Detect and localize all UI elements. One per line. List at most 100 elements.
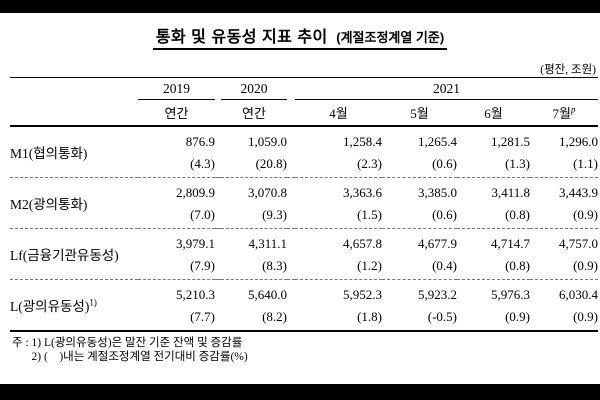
data-cell: 5,976.3 (0.9) [457, 279, 530, 332]
period-header-may: 5월 [382, 99, 457, 127]
value-text: 3,070.8 [248, 185, 287, 200]
rate-text: (2.3) [357, 156, 382, 171]
value-text: 3,979.1 [176, 236, 215, 251]
value-text: 4,677.9 [418, 236, 457, 251]
data-cell: 1,281.5 (1.3) [457, 126, 530, 178]
row-label-m2: M2(광의통화) [10, 177, 138, 229]
column-gap [287, 99, 295, 127]
footnotes: 주 : 1) L(광의유동성)은 말잔 기준 잔액 및 증감률 2) ( )내는… [12, 336, 600, 364]
data-cell: 3,070.8 (9.3) [221, 177, 287, 229]
data-cell: 3,363.6 (1.5) [295, 177, 382, 229]
rate-text: (20.8) [255, 156, 287, 171]
data-cell: 5,923.2 (-0.5) [382, 279, 457, 332]
value-text: 1,296.0 [559, 134, 598, 149]
value-text: 4,757.0 [559, 236, 598, 251]
column-gap [287, 126, 295, 178]
row-label-text: M2(광의통화) [10, 197, 88, 212]
row-label-text: L(광의유동성) [10, 299, 90, 314]
rate-text: (1.1) [573, 156, 598, 171]
data-cell: 3,411.8 (0.8) [457, 177, 530, 229]
footnote-lines: 1) L(광의유동성)은 말잔 기준 잔액 및 증감률 2) ( )내는 계절조… [32, 336, 248, 364]
data-cell: 1,258.4 (2.3) [295, 126, 382, 178]
value-text: 3,385.0 [418, 185, 457, 200]
value-text: 3,411.8 [491, 185, 530, 200]
column-gap [287, 77, 295, 100]
period-header-jul-label: 7월 [552, 106, 571, 121]
rate-text: (9.3) [262, 207, 287, 222]
value-text: 6,030.4 [559, 287, 598, 302]
rate-text: (1.5) [357, 207, 382, 222]
data-cell: 4,757.0 (0.9) [530, 228, 598, 280]
value-text: 5,640.0 [248, 287, 287, 302]
header-spacer [10, 77, 138, 100]
title-main-text: 통화 및 유동성 지표 추이 [155, 29, 328, 46]
data-cell: 5,640.0 (8.2) [221, 279, 287, 332]
value-text: 2,809.9 [176, 185, 215, 200]
value-text: 1,258.4 [343, 134, 382, 149]
footnote-line-2: 2) ( )내는 계절조정계열 전기대비 증감률(%) [31, 351, 248, 363]
data-cell: 3,385.0 (0.6) [382, 177, 457, 229]
unit-note: (평잔, 조원) [540, 64, 596, 76]
bottom-black-bar [0, 384, 600, 400]
rate-text: (0.9) [573, 207, 598, 222]
data-cell: 5,952.3 (1.8) [295, 279, 382, 332]
row-label-superscript: 1) [89, 297, 97, 308]
value-text: 1,281.5 [491, 134, 530, 149]
value-text: 5,923.2 [418, 287, 457, 302]
data-cell: 876.9 (4.3) [138, 126, 215, 178]
indicator-table: 2019 2020 2021 연간 연간 4월 5월 6월 7월p M1(협의통… [10, 77, 598, 332]
value-text: 3,443.9 [559, 185, 598, 200]
rate-text: (1.3) [505, 156, 530, 171]
data-cell: 1,059.0 (20.8) [221, 126, 287, 178]
data-cell: 6,030.4 (0.9) [530, 279, 598, 332]
table-row-l: L(광의유동성)1) 5,210.3 (7.7) 5,640.0 (8.2) 5,9… [10, 279, 598, 332]
column-gap [215, 99, 221, 127]
rate-text: (4.3) [190, 156, 215, 171]
column-gap [215, 77, 221, 100]
period-header-2020: 연간 [221, 99, 287, 127]
value-text: 4,311.1 [248, 236, 287, 251]
column-gap [215, 279, 221, 332]
top-black-bar [0, 0, 600, 13]
column-gap [287, 177, 295, 229]
footnote-prefix: 주 : [12, 337, 32, 349]
data-cell: 3,443.9 (0.9) [530, 177, 598, 229]
value-text: 5,952.3 [343, 287, 382, 302]
rate-text: (0.9) [573, 309, 598, 324]
rate-text: (8.3) [262, 258, 287, 273]
row-label-lf: Lf(금융기관유동성) [10, 228, 138, 280]
rate-text: (7.0) [190, 207, 215, 222]
data-cell: 1,265.4 (0.6) [382, 126, 457, 178]
period-header-row: 연간 연간 4월 5월 6월 7월p [10, 99, 598, 127]
year-header-2020: 2020 [221, 77, 287, 100]
value-text: 1,059.0 [248, 134, 287, 149]
column-gap [287, 279, 295, 332]
table-row-m1: M1(협의통화) 876.9 (4.3) 1,059.0 (20.8) 1,258.… [10, 126, 598, 178]
rate-text: (0.9) [505, 309, 530, 324]
table-row-lf: Lf(금융기관유동성) 3,979.1 (7.9) 4,311.1 (8.3) 4,… [10, 228, 598, 280]
page-title: 통화 및 유동성 지표 추이 (계절조정계열 기준) [0, 23, 600, 50]
data-cell: 2,809.9 (7.0) [138, 177, 215, 229]
value-text: 876.9 [185, 134, 215, 149]
rate-text: (8.2) [262, 309, 287, 324]
rate-text: (1.8) [357, 309, 382, 324]
value-text: 5,976.3 [491, 287, 530, 302]
rate-text: (0.6) [432, 156, 457, 171]
period-header-jun: 6월 [457, 99, 530, 127]
data-cell: 3,979.1 (7.9) [138, 228, 215, 280]
title-underlined: 통화 및 유동성 지표 추이 (계절조정계열 기준) [152, 23, 448, 50]
data-cell: 4,657.8 (1.2) [295, 228, 382, 280]
value-text: 1,265.4 [418, 134, 457, 149]
rate-text: (7.7) [190, 309, 215, 324]
table-row-m2: M2(광의통화) 2,809.9 (7.0) 3,070.8 (9.3) 3,363… [10, 177, 598, 229]
header-spacer [10, 99, 138, 127]
row-label-text: M1(협의통화) [10, 146, 88, 161]
footnote-line-1: 1) L(광의유동성)은 말잔 기준 잔액 및 증감률 [31, 337, 243, 349]
data-cell: 4,311.1 (8.3) [221, 228, 287, 280]
year-header-2021: 2021 [295, 77, 598, 100]
column-gap [215, 177, 221, 229]
value-text: 3,363.6 [343, 185, 382, 200]
preliminary-superscript: p [570, 104, 576, 115]
period-header-2019: 연간 [138, 99, 215, 127]
year-header-row: 2019 2020 2021 [10, 77, 598, 100]
